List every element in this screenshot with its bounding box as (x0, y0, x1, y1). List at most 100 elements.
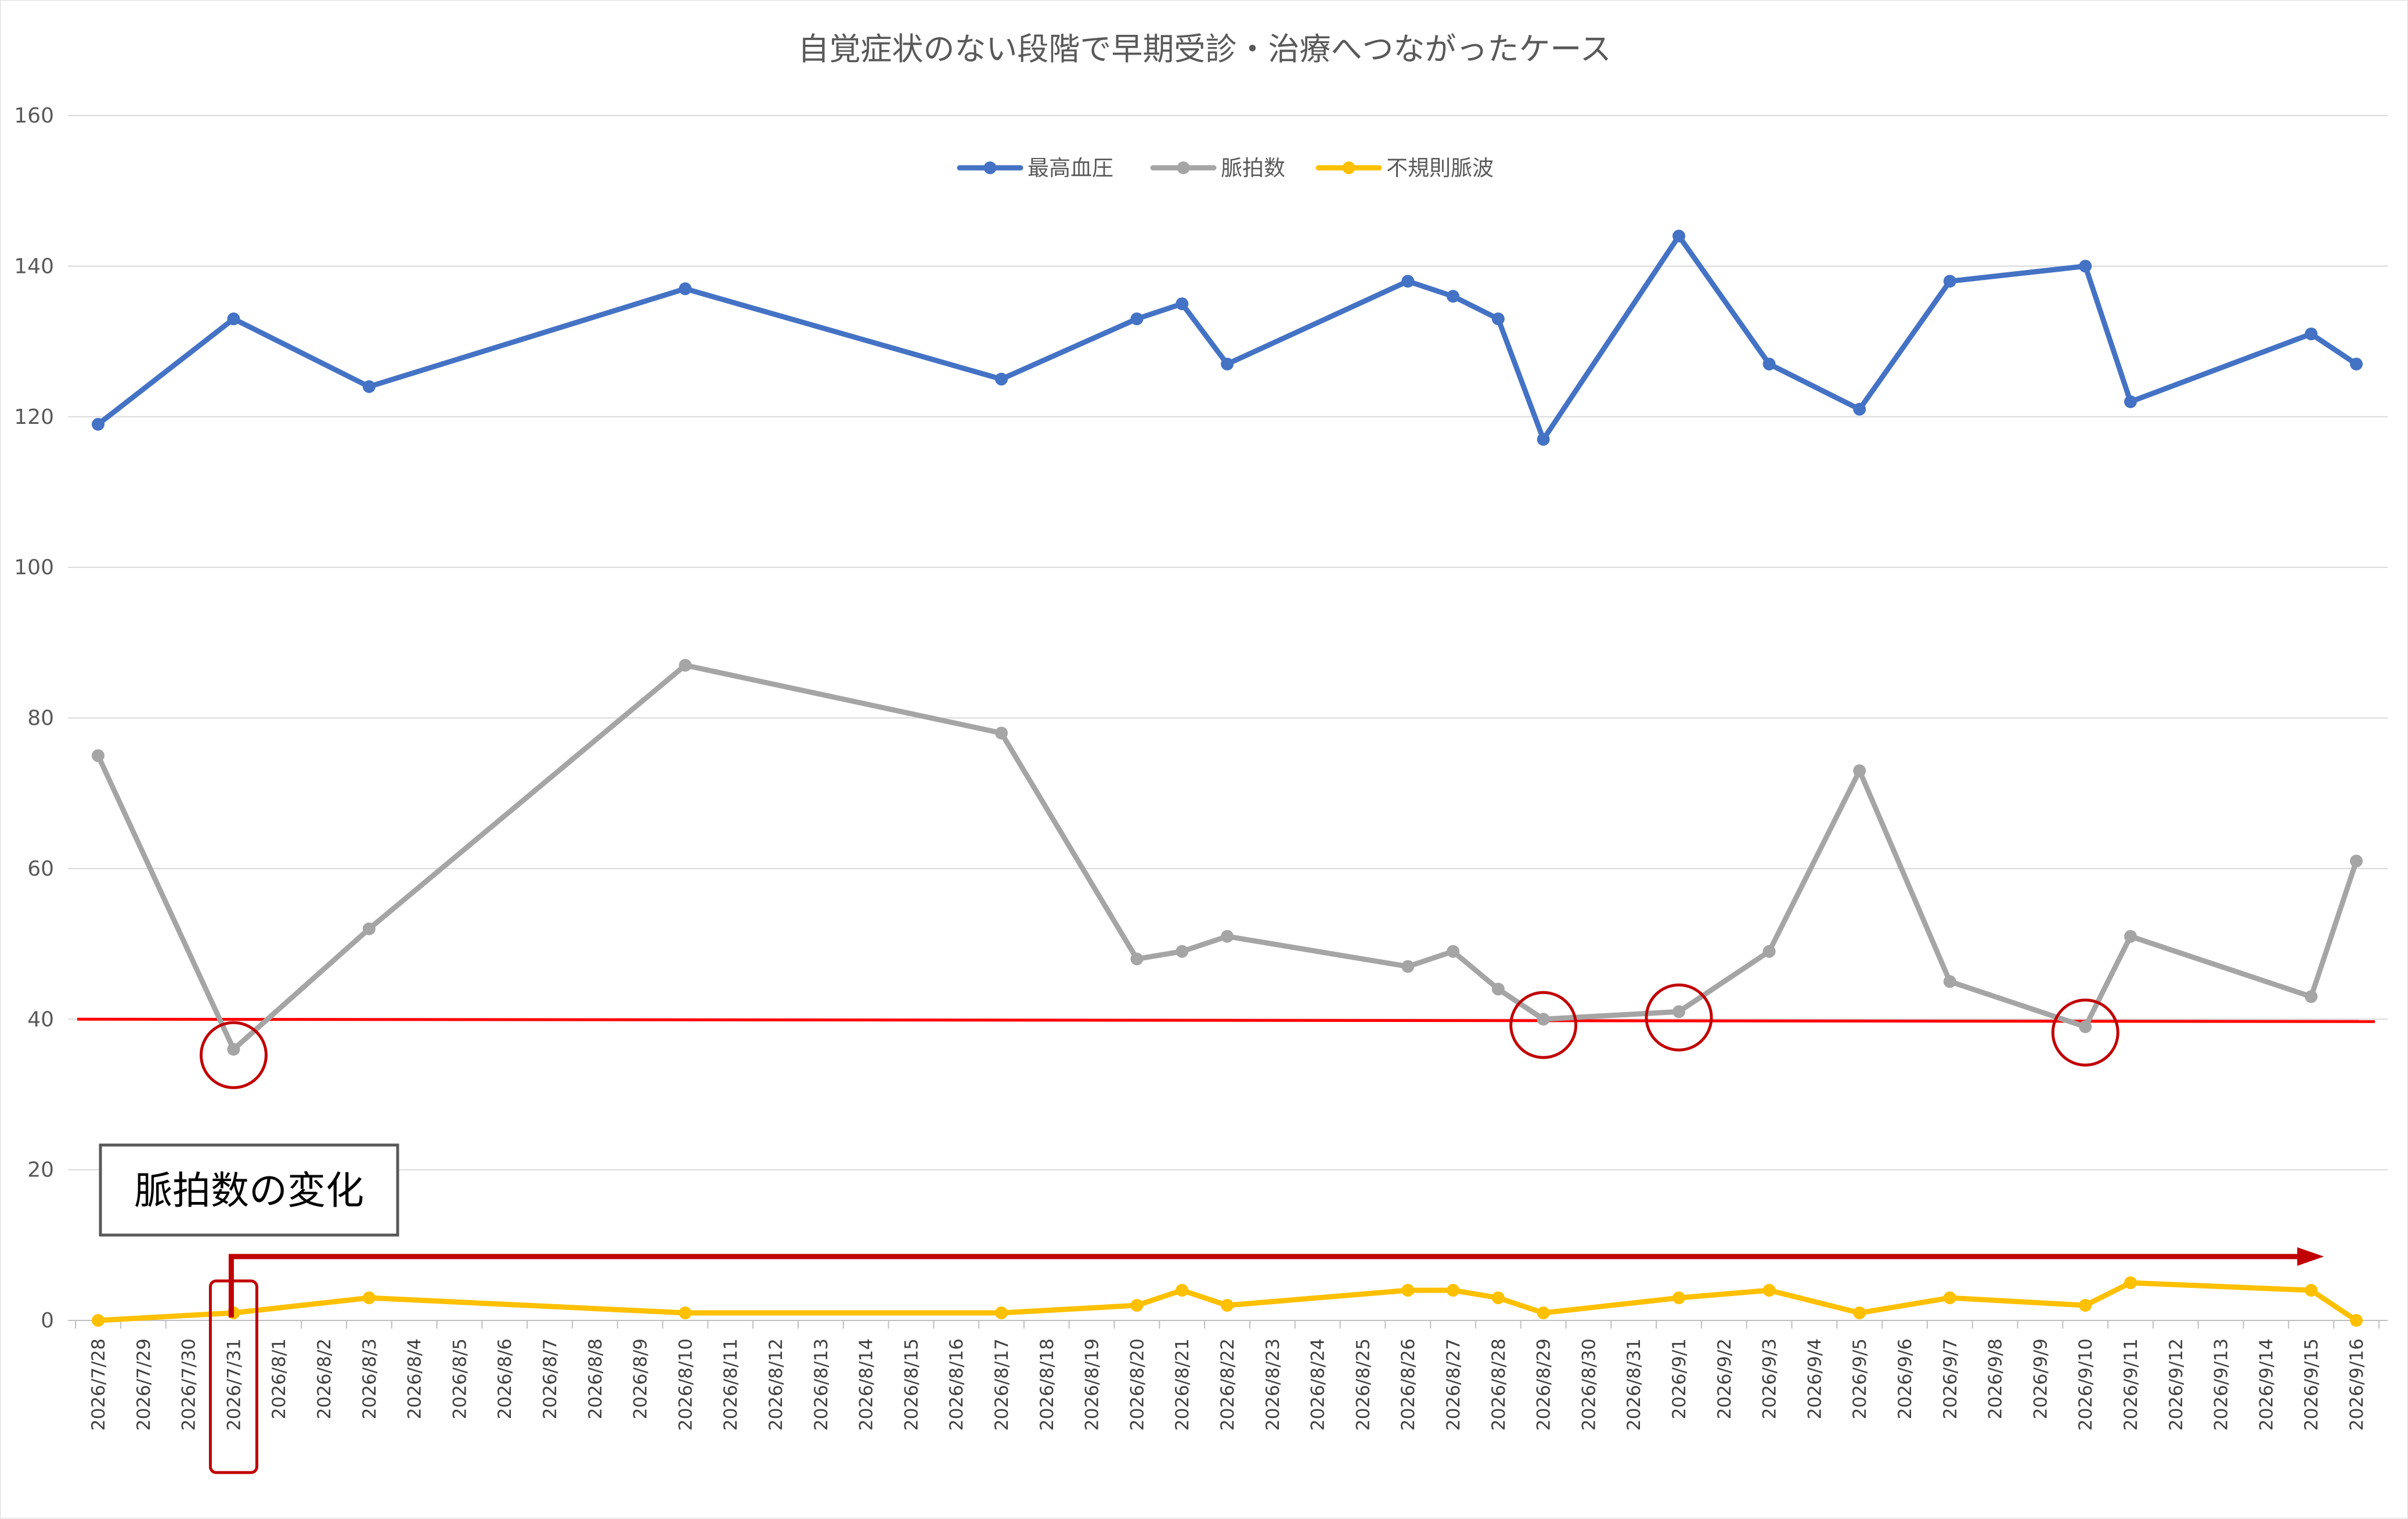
y-tick-label: 140 (14, 254, 54, 278)
data-point (1537, 433, 1550, 446)
data-point (1130, 312, 1144, 326)
data-point (1762, 357, 1776, 370)
x-tick-label: 2026/9/14 (2256, 1338, 2277, 1431)
data-point (1943, 975, 1956, 988)
data-point (1176, 945, 1189, 958)
x-tick-label: 2026/9/12 (2166, 1338, 2187, 1431)
x-tick-label: 2026/8/21 (1172, 1338, 1193, 1431)
x-tick-label: 2026/8/15 (901, 1338, 922, 1431)
data-point (2124, 930, 2137, 943)
data-point (2124, 1276, 2137, 1290)
y-tick-label: 160 (14, 104, 54, 128)
data-point (2079, 1020, 2092, 1034)
x-tick-label: 2026/8/31 (1624, 1338, 1645, 1431)
threshold-line-group (77, 1017, 2375, 1023)
x-tick-label: 2026/8/8 (585, 1338, 606, 1419)
data-point (679, 658, 692, 672)
x-tick-label: 2026/8/5 (449, 1338, 470, 1419)
data-point (1672, 1005, 1685, 1018)
x-tick-label: 2026/8/3 (359, 1338, 380, 1419)
x-tick-label: 2026/8/4 (405, 1338, 426, 1419)
legend: 最高血圧 脈拍数 不規則脈波 (957, 156, 1494, 181)
x-tick-label: 2026/8/27 (1443, 1338, 1464, 1431)
data-point (2305, 1284, 2318, 1297)
x-axis-ticks: 2026/7/28 2026/7/29 2026/7/30 2026/7/31 2026… (75, 1320, 2380, 1431)
series-group (92, 229, 2363, 1327)
series-line (95, 663, 2359, 1052)
x-tick-label: 2026/7/29 (134, 1338, 154, 1431)
data-point (1401, 275, 1415, 288)
callout-label: 脈拍数の変化 (134, 1168, 364, 1213)
data-point (1176, 297, 1189, 311)
x-tick-label: 2026/9/7 (1940, 1338, 1961, 1419)
x-tick-label: 2026/8/9 (630, 1338, 651, 1419)
y-tick-label: 40 (27, 1007, 54, 1031)
data-point (227, 1043, 240, 1056)
data-point (1447, 945, 1459, 958)
x-tick-label: 2026/9/5 (1850, 1338, 1870, 1419)
legend-item: 最高血圧 (957, 156, 1113, 181)
series-不規則脈波 (92, 1276, 2363, 1327)
y-tick-label: 100 (14, 556, 54, 579)
data-point (1401, 960, 1415, 973)
data-point (2350, 1314, 2363, 1327)
data-point (2124, 395, 2137, 408)
data-point (1221, 1299, 1234, 1312)
series-最高血圧 (92, 229, 2363, 446)
data-point (1762, 945, 1776, 958)
data-point (2079, 1299, 2092, 1312)
x-tick-label: 2026/8/11 (720, 1338, 741, 1431)
data-point (1762, 1284, 1776, 1297)
data-point (1672, 229, 1685, 243)
data-point (1447, 290, 1459, 303)
callout-box (99, 1143, 399, 1237)
data-point (1943, 275, 1956, 288)
data-point (92, 1314, 104, 1327)
legend-swatch-marker (1342, 161, 1356, 174)
y-tick-label: 80 (27, 707, 54, 730)
period-arrow-head (2297, 1247, 2324, 1266)
x-tick-label: 2026/8/30 (1578, 1338, 1599, 1431)
legend-item: 不規則脈波 (1315, 156, 1494, 181)
data-point (995, 372, 1008, 386)
legend-swatch-marker (983, 161, 997, 174)
data-point (92, 417, 104, 431)
x-tick-label: 2026/8/12 (766, 1338, 787, 1431)
x-tick-label: 2026/8/22 (1217, 1338, 1238, 1431)
annotations: 脈拍数の変化 (99, 983, 2324, 1474)
data-point (679, 282, 692, 296)
threshold-line (77, 1017, 2375, 1023)
legend-item: 脈拍数 (1150, 156, 1285, 181)
legend-label: 最高血圧 (1028, 156, 1113, 181)
data-point (2305, 327, 2318, 341)
data-point (1491, 1291, 1505, 1305)
x-tick-label: 2026/9/16 (2346, 1338, 2367, 1431)
x-tick-label: 2026/8/18 (1037, 1338, 1058, 1431)
x-tick-label: 2026/8/6 (495, 1338, 516, 1419)
x-tick-label: 2026/8/29 (1534, 1338, 1555, 1431)
data-point (2305, 990, 2318, 1003)
x-tick-label: 2026/9/4 (1804, 1338, 1825, 1419)
x-tick-label: 2026/9/6 (1895, 1338, 1916, 1419)
y-tick-label: 20 (27, 1158, 54, 1182)
data-point (1401, 1284, 1415, 1297)
data-point (1537, 1013, 1550, 1026)
data-point (1447, 1284, 1459, 1297)
data-point (1853, 402, 1866, 416)
highlight-circle (1509, 991, 1578, 1059)
data-point (679, 1306, 692, 1320)
x-tick-label: 2026/8/17 (992, 1338, 1012, 1431)
x-tick-label: 2026/8/24 (1308, 1338, 1329, 1431)
data-point (1221, 930, 1234, 943)
x-tick-label: 2026/9/3 (1760, 1338, 1780, 1419)
series-line (95, 233, 2359, 442)
data-point (2079, 260, 2092, 273)
data-point (1672, 1291, 1685, 1305)
data-point (2350, 357, 2363, 370)
data-point (1221, 357, 1234, 370)
x-tick-label: 2026/8/23 (1263, 1338, 1284, 1431)
data-point (1491, 312, 1505, 326)
x-tick-label: 2026/8/7 (540, 1338, 561, 1419)
x-tick-label: 2026/8/25 (1353, 1338, 1374, 1431)
